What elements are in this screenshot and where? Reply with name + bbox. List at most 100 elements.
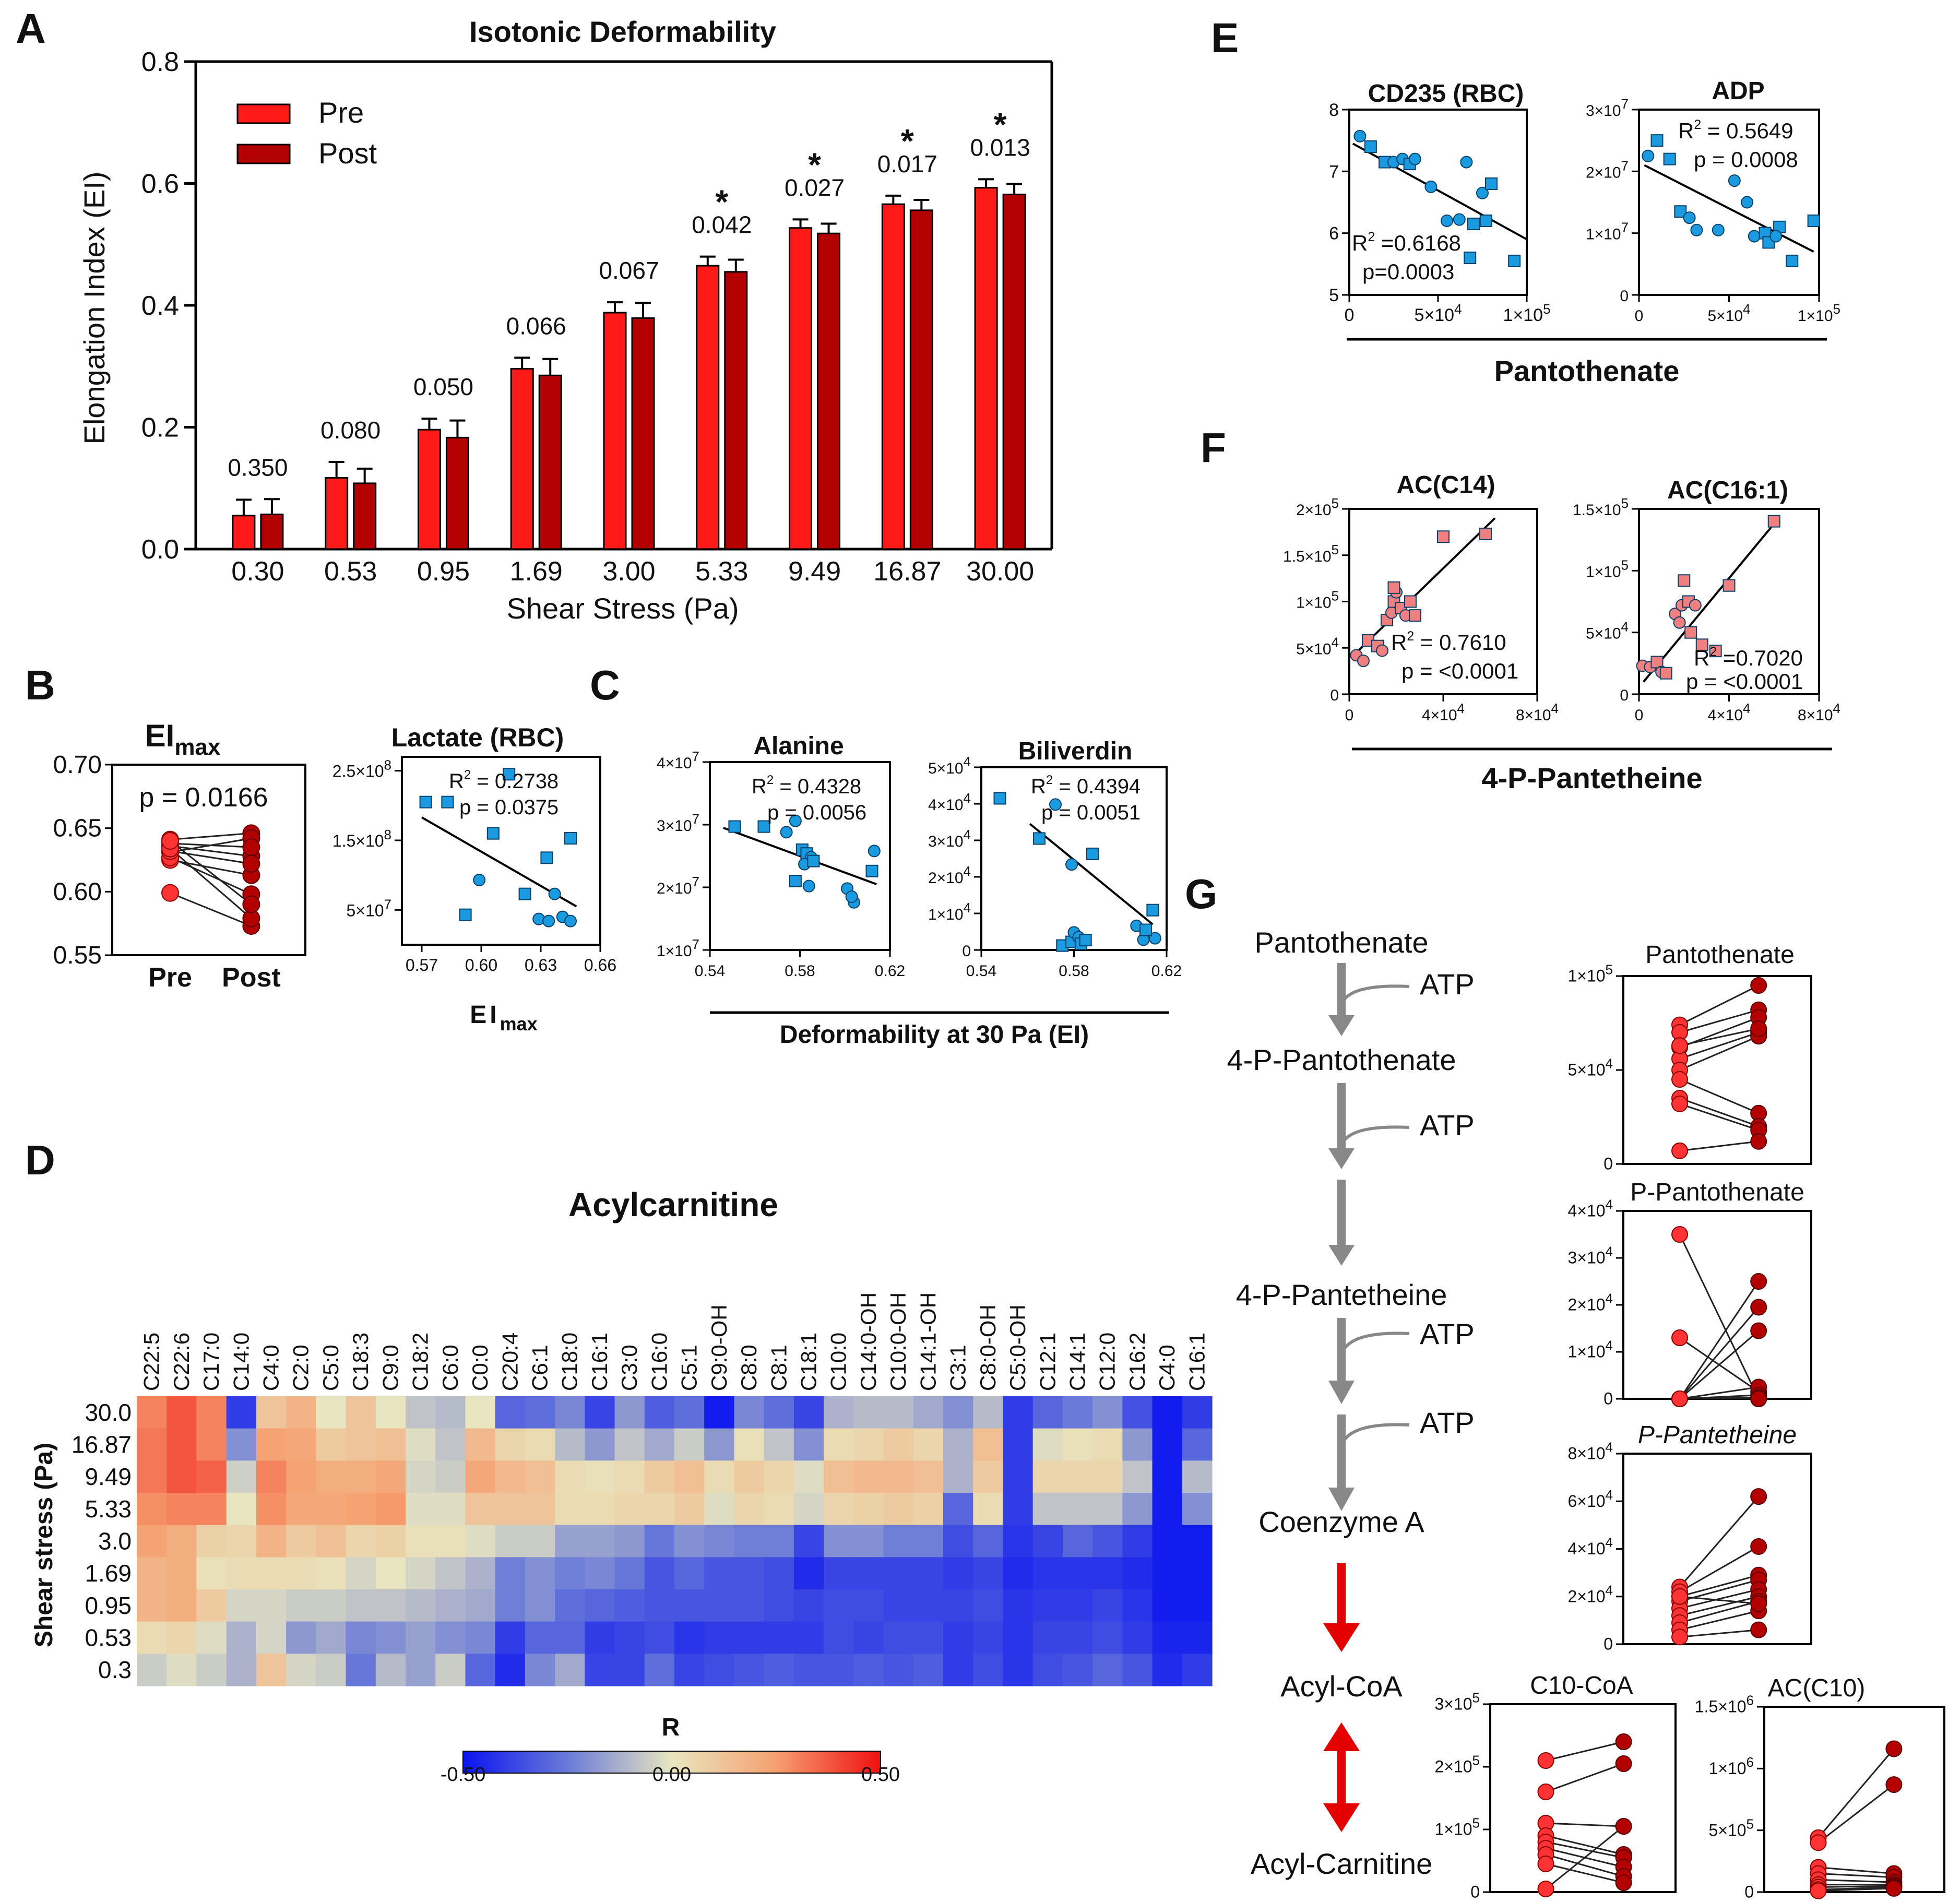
pair-line [1679, 1097, 1759, 1127]
pair-line [1818, 1784, 1895, 1844]
heatmap-cell [346, 1654, 376, 1686]
heatmap-cell [704, 1493, 735, 1526]
heatmap-cell [973, 1525, 1004, 1558]
panel-b-scatter-title: Lactate (RBC) [391, 723, 564, 752]
pre-dot [1537, 1881, 1554, 1897]
data-point-square [1684, 626, 1697, 639]
y-tick-label: 3×104 [1567, 1244, 1613, 1267]
heatmap-cell [973, 1396, 1004, 1429]
heatmap-cell [644, 1460, 675, 1493]
heatmap-cell [1152, 1460, 1183, 1493]
heatmap-cell [286, 1589, 316, 1622]
heatmap-cell [704, 1654, 735, 1686]
x-category-post: Post [222, 962, 281, 993]
heatmap-cell [793, 1428, 824, 1461]
heatmap-cell [316, 1428, 347, 1461]
heatmap-cell [614, 1621, 645, 1654]
y-tick-label: 0 [1603, 1635, 1613, 1654]
heatmap-cell [137, 1621, 167, 1654]
heatmap-cell [943, 1654, 973, 1686]
heatmap-col-label: C5:0-OH [1005, 1304, 1030, 1391]
heatmap-cell [226, 1589, 257, 1622]
pair-line [1679, 1140, 1759, 1152]
y-tick-label: 7 [1329, 162, 1339, 182]
heatmap-cell [1152, 1396, 1183, 1429]
heatmap-cell [1062, 1396, 1093, 1429]
panel-c-xlabel: Deformability at 30 Pa (EI) [780, 1021, 1089, 1049]
a-pvalue-label: 0.027 [785, 174, 845, 201]
gray-arrow-5 [1328, 1414, 1410, 1511]
heatmap-cell [883, 1493, 914, 1526]
heatmap-cell [644, 1557, 675, 1590]
pair-line [1679, 1386, 1759, 1400]
heatmap-cell [674, 1460, 705, 1493]
heatmap-cell [644, 1589, 675, 1622]
heatmap-cell [585, 1396, 615, 1429]
pair-line [1679, 1234, 1760, 1399]
panel-a-legend: Pre Post [236, 96, 377, 170]
heatmap-row-label: 0.53 [85, 1624, 132, 1651]
post-dot [1750, 1299, 1767, 1316]
r2-annotation: R2 = 0.5649 [1678, 117, 1793, 143]
heatmap-cell [704, 1396, 735, 1429]
panel-c: Alanine Biliverdin 1×107 2×107 3×107 4×107 0… [657, 732, 1182, 1049]
heatmap-col-label: C18:3 [348, 1333, 373, 1391]
heatmap-cell [167, 1525, 197, 1558]
heatmap-cell [883, 1396, 914, 1429]
heatmap-cell [764, 1621, 794, 1654]
heatmap-cell [793, 1396, 824, 1429]
heatmap-cell [943, 1621, 973, 1654]
heatmap-col-label: C8:1 [766, 1345, 791, 1391]
a-pvalue-label: 0.050 [413, 373, 473, 400]
post-dot [242, 838, 260, 857]
heatmap-cell [375, 1525, 406, 1558]
data-point-circle [1683, 211, 1696, 224]
data-point-circle [1148, 932, 1161, 945]
data-point-square [1409, 609, 1421, 622]
heatmap-cell [824, 1557, 854, 1590]
y-tick-label: 4×104 [1567, 1197, 1613, 1220]
panel-e-adp-title: ADP [1712, 77, 1764, 105]
colorbar [462, 1751, 881, 1774]
y-tick-label: 5×105 [1708, 1816, 1754, 1839]
heatmap-cell [913, 1428, 944, 1461]
heatmap-cell [465, 1557, 496, 1590]
pair-line [1679, 1031, 1759, 1060]
heatmap-cell [793, 1460, 824, 1493]
y-tick-label: 5 [1329, 286, 1339, 305]
heatmap-cell [495, 1589, 526, 1622]
heatmap-cell [943, 1460, 973, 1493]
x-tick-label: 4×104 [1422, 700, 1465, 724]
heatmap-cell [1092, 1654, 1123, 1686]
data-point-square [1678, 574, 1691, 587]
data-point-circle [1460, 156, 1473, 169]
y-tick-label: 5×104 [1296, 634, 1339, 658]
panel-e: CD235 (RBC) ADP 5 6 7 8 0 5×104 1×105 R2 =0.616… [1329, 77, 1840, 387]
data-point-square [1079, 934, 1092, 947]
heatmap-cell [973, 1621, 1004, 1654]
heatmap-cell [375, 1557, 406, 1590]
heatmap-col-label: C16:0 [647, 1333, 671, 1391]
heatmap-cell [1152, 1557, 1183, 1590]
heatmap-cell [525, 1589, 555, 1622]
heatmap-cell [316, 1460, 347, 1493]
heatmap-cell [824, 1428, 854, 1461]
post-dot [1750, 977, 1767, 994]
y-tick-label: 6×104 [1567, 1487, 1613, 1511]
x-tick-label: 5×104 [1707, 301, 1750, 325]
post-dot [1750, 1020, 1767, 1037]
panel-e-xlabel: Pantothenate [1494, 354, 1680, 387]
heatmap-cell [406, 1654, 436, 1686]
data-point-square [1807, 215, 1820, 227]
heatmap-cell [793, 1493, 824, 1526]
heatmap-cell [853, 1396, 884, 1429]
heatmap-col-label: C8:0-OH [976, 1304, 1000, 1391]
panel-label-g: G [1185, 871, 1217, 917]
y-tick-label: 5×107 [346, 896, 391, 920]
heatmap-cell [973, 1493, 1004, 1526]
data-point-circle [548, 887, 561, 900]
g-p-pantothenate-title: P-Pantothenate [1630, 1179, 1804, 1206]
heatmap-col-label: C18:2 [408, 1333, 433, 1391]
data-point-square [1663, 152, 1676, 165]
heatmap-col-label: C10:0-OH [886, 1292, 910, 1391]
